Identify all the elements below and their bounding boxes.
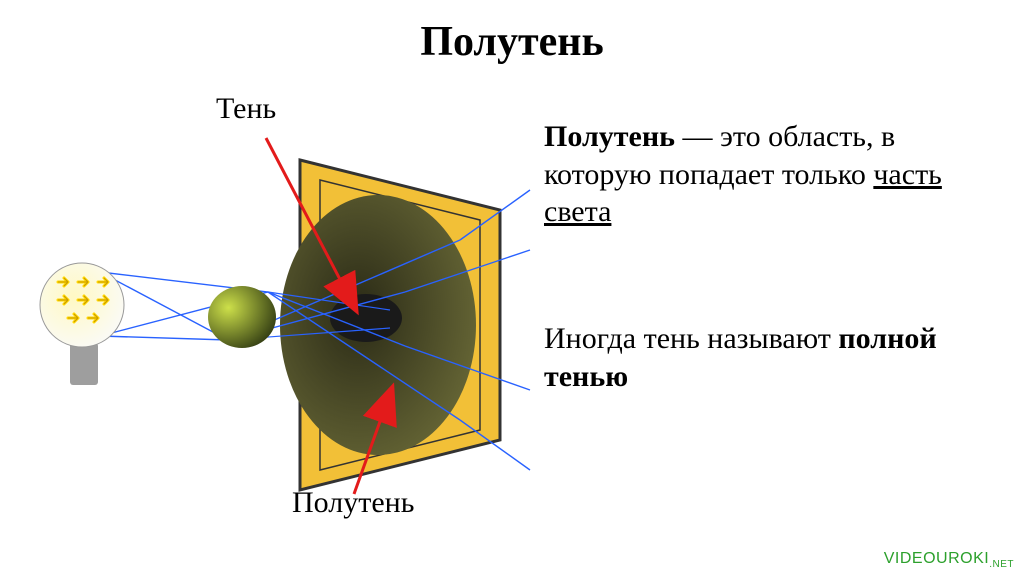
note-before: Иногда тень называют xyxy=(544,322,838,355)
obstacle-sphere xyxy=(208,286,276,348)
watermark-main: VIDEOUROKI xyxy=(884,550,989,567)
umbra-shape xyxy=(330,294,402,342)
watermark-suffix: .NET xyxy=(989,559,1014,570)
shadow-diagram xyxy=(20,100,540,520)
definition-text: Полутень — это область, в которую попада… xyxy=(544,118,974,231)
page-title: Полутень xyxy=(0,18,1024,66)
light-bulb xyxy=(40,263,124,347)
watermark: VIDEOUROKI.NET xyxy=(884,550,1014,570)
note-text: Иногда тень называют полной тенью xyxy=(544,320,974,395)
bulb-base xyxy=(70,343,98,385)
definition-term: Полутень xyxy=(544,120,675,153)
